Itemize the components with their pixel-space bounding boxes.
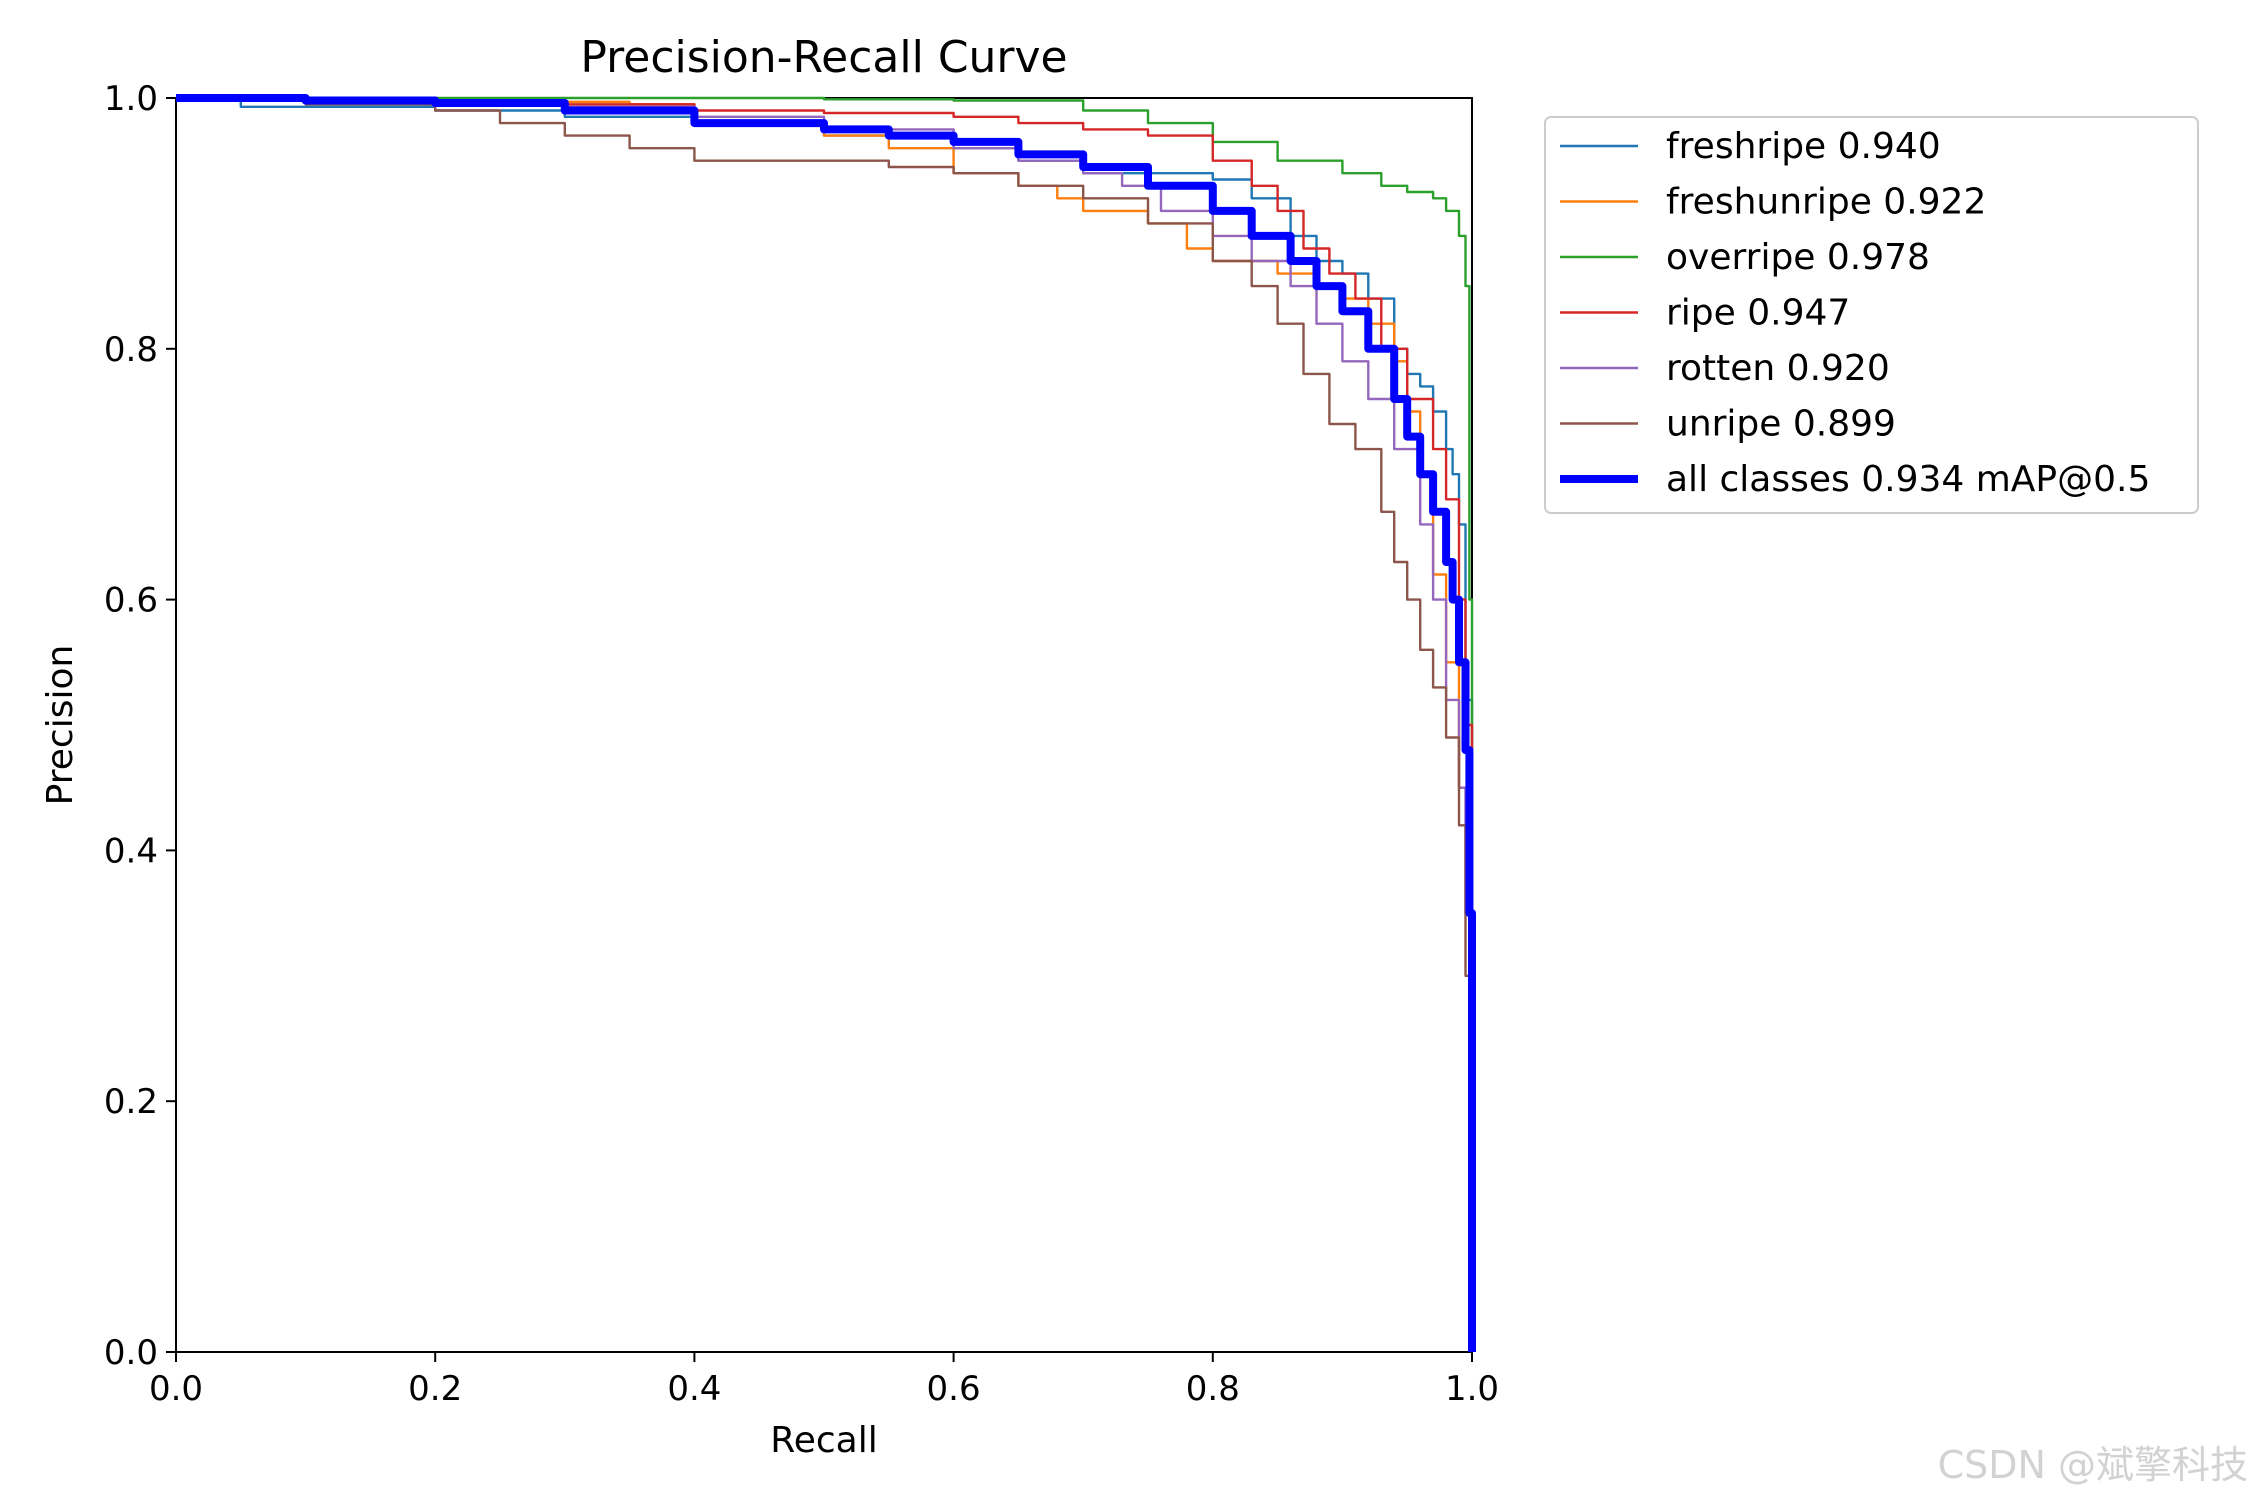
series-line-5 xyxy=(176,96,1474,1352)
legend: freshripe 0.940 freshunripe 0.922 overripe… xyxy=(1544,116,2199,514)
series-line-2 xyxy=(176,96,1474,1352)
legend-label: overripe 0.978 xyxy=(1666,237,1930,278)
plot-area xyxy=(175,94,1476,1353)
legend-label: rotten 0.920 xyxy=(1666,348,1890,389)
y-tick-label: 0.6 xyxy=(104,581,158,621)
x-tick-label: 1.0 xyxy=(1445,1369,1499,1409)
legend-label: ripe 0.947 xyxy=(1666,293,1850,334)
legend-label: unripe 0.899 xyxy=(1666,404,1896,445)
x-tick-label: 0.2 xyxy=(408,1369,462,1409)
y-tick-label: 1.0 xyxy=(104,79,158,119)
series-group xyxy=(176,94,1476,1352)
x-axis-label: Recall xyxy=(770,1420,877,1461)
legend-label: freshripe 0.940 xyxy=(1666,126,1941,167)
legend-label: freshunripe 0.922 xyxy=(1666,182,1986,223)
x-tick-label: 0.8 xyxy=(1186,1369,1240,1409)
y-tick-label: 0.2 xyxy=(104,1082,158,1122)
y-tick-label: 0.8 xyxy=(104,330,158,370)
y-axis-label: Precision xyxy=(40,645,81,806)
x-tick-label: 0.0 xyxy=(149,1369,203,1409)
y-axis-ticks: 0.0 0.2 0.4 0.6 0.8 1.0 xyxy=(104,79,176,1373)
chart-title: Precision-Recall Curve xyxy=(580,32,1067,83)
legend-frame xyxy=(1544,116,2199,514)
y-tick-label: 0.4 xyxy=(104,831,158,871)
legend-label: all classes 0.934 mAP@0.5 xyxy=(1666,459,2150,500)
series-line-6 xyxy=(176,94,1476,1352)
x-tick-label: 0.4 xyxy=(667,1369,721,1409)
series-line-3 xyxy=(176,96,1474,1352)
legend-items: freshripe 0.940 freshunripe 0.922 overripe… xyxy=(1560,126,2150,500)
watermark-text: CSDN @斌擎科技 xyxy=(1938,1443,2248,1487)
x-axis-ticks: 0.0 0.2 0.4 0.6 0.8 1.0 xyxy=(149,1352,1499,1409)
x-tick-label: 0.6 xyxy=(927,1369,981,1409)
y-tick-label: 0.0 xyxy=(104,1333,158,1373)
